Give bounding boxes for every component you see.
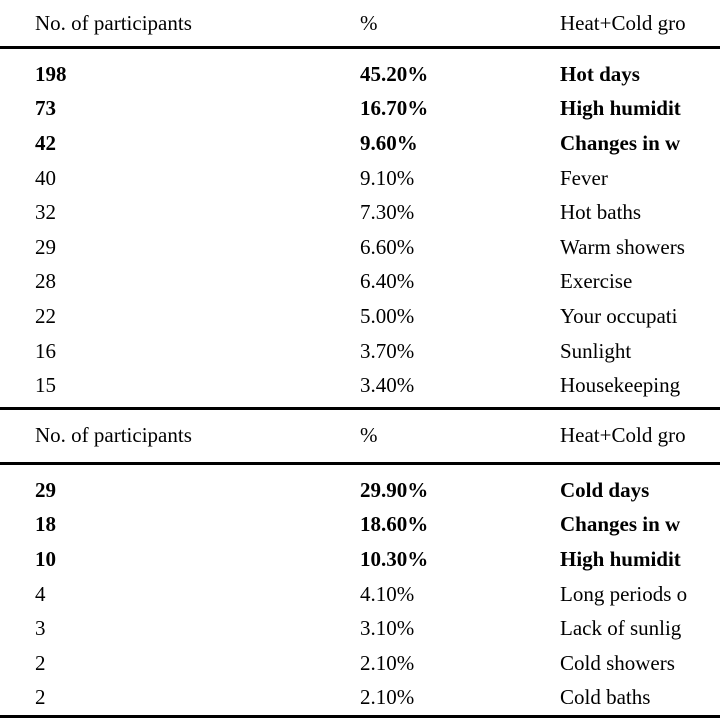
header-group: Heat+Cold gro — [560, 423, 686, 448]
participants-cell: 28 — [35, 269, 56, 294]
participants-cell: 2 — [35, 650, 46, 675]
table-row: 22 5.00% Your occupati — [0, 299, 720, 334]
percent-cell: 3.70% — [360, 338, 415, 363]
participants-cell: 198 — [35, 61, 67, 86]
header-participants: No. of participants — [35, 10, 192, 35]
table-row: 18 18.60% Changes in w — [0, 508, 720, 543]
participants-cell: 29 — [35, 234, 56, 259]
header-percent: % — [360, 423, 378, 448]
horizontal-rule-table2-header — [0, 461, 720, 465]
participants-cell: 18 — [35, 512, 56, 537]
participants-cell: 32 — [35, 200, 56, 225]
trigger-cell: Long periods o — [560, 581, 688, 606]
percent-cell: 10.30% — [360, 546, 429, 571]
table-row: 10 10.30% High humidit — [0, 542, 720, 577]
trigger-cell: Lack of sunlig — [560, 616, 682, 641]
percent-cell: 18.60% — [360, 512, 429, 537]
table2-body: 29 29.90% Cold days 18 18.60% Changes in… — [0, 465, 720, 715]
participants-cell: 2 — [35, 685, 46, 710]
percent-cell: 2.10% — [360, 650, 415, 675]
percent-cell: 2.10% — [360, 685, 415, 710]
horizontal-rule-top — [0, 46, 720, 49]
trigger-cell: Housekeeping — [560, 373, 681, 398]
table-row: 198 45.20% Hot days — [0, 57, 720, 92]
percent-cell: 9.60% — [360, 130, 418, 155]
table-row: 2 2.10% Cold baths — [0, 681, 720, 716]
table-row: 73 16.70% High humidit — [0, 92, 720, 127]
trigger-cell: Hot days — [560, 61, 640, 86]
header-participants: No. of participants — [35, 423, 192, 448]
table-row: 29 6.60% Warm showers — [0, 230, 720, 265]
trigger-cell: Changes in w — [560, 512, 681, 537]
trigger-cell: Sunlight — [560, 338, 632, 363]
percent-cell: 7.30% — [360, 200, 415, 225]
participants-cell: 15 — [35, 373, 56, 398]
participants-cell: 16 — [35, 338, 56, 363]
horizontal-rule-bottom — [0, 715, 720, 719]
participants-cell: 4 — [35, 581, 46, 606]
trigger-cell: Cold days — [560, 477, 650, 502]
table-row: 28 6.40% Exercise — [0, 265, 720, 300]
percent-cell: 4.10% — [360, 581, 415, 606]
trigger-cell: High humidit — [560, 546, 681, 571]
participants-cell: 42 — [35, 130, 56, 155]
table2-header-row: No. of participants % Heat+Cold gro — [0, 410, 720, 462]
trigger-cell: Your occupati — [560, 303, 678, 328]
participants-cell: 3 — [35, 616, 46, 641]
percent-cell: 9.10% — [360, 165, 415, 190]
table-row: 3 3.10% Lack of sunlig — [0, 611, 720, 646]
table-row: 4 4.10% Long periods o — [0, 577, 720, 612]
trigger-cell: Cold showers — [560, 650, 675, 675]
table-row: 16 3.70% Sunlight — [0, 334, 720, 369]
trigger-cell: High humidit — [560, 96, 681, 121]
header-percent: % — [360, 10, 378, 35]
table-row: 42 9.60% Changes in w — [0, 126, 720, 161]
participants-cell: 73 — [35, 96, 56, 121]
percent-cell: 3.40% — [360, 373, 415, 398]
trigger-cell: Hot baths — [560, 200, 642, 225]
table-row: 15 3.40% Housekeeping — [0, 368, 720, 403]
percent-cell: 29.90% — [360, 477, 429, 502]
percent-cell: 6.60% — [360, 234, 415, 259]
horizontal-rule-mid — [0, 406, 720, 410]
trigger-cell: Changes in w — [560, 130, 681, 155]
trigger-cell: Exercise — [560, 269, 633, 294]
trigger-cell: Fever — [560, 165, 608, 190]
participants-cell: 10 — [35, 546, 56, 571]
trigger-cell: Cold baths — [560, 685, 651, 710]
table1-body: 198 45.20% Hot days 73 16.70% High humid… — [0, 49, 720, 403]
trigger-cell: Warm showers — [560, 234, 685, 259]
table-row: 40 9.10% Fever — [0, 161, 720, 196]
table1-header-row: No. of participants % Heat+Cold gro — [0, 0, 720, 46]
percent-cell: 6.40% — [360, 269, 415, 294]
percent-cell: 5.00% — [360, 303, 415, 328]
participants-cell: 40 — [35, 165, 56, 190]
table-row: 2 2.10% Cold showers — [0, 646, 720, 681]
percent-cell: 16.70% — [360, 96, 429, 121]
percent-cell: 45.20% — [360, 61, 429, 86]
table-row: 29 29.90% Cold days — [0, 473, 720, 508]
participants-cell: 22 — [35, 303, 56, 328]
table-row: 32 7.30% Hot baths — [0, 195, 720, 230]
percent-cell: 3.10% — [360, 616, 415, 641]
participants-cell: 29 — [35, 477, 56, 502]
header-group: Heat+Cold gro — [560, 10, 686, 35]
